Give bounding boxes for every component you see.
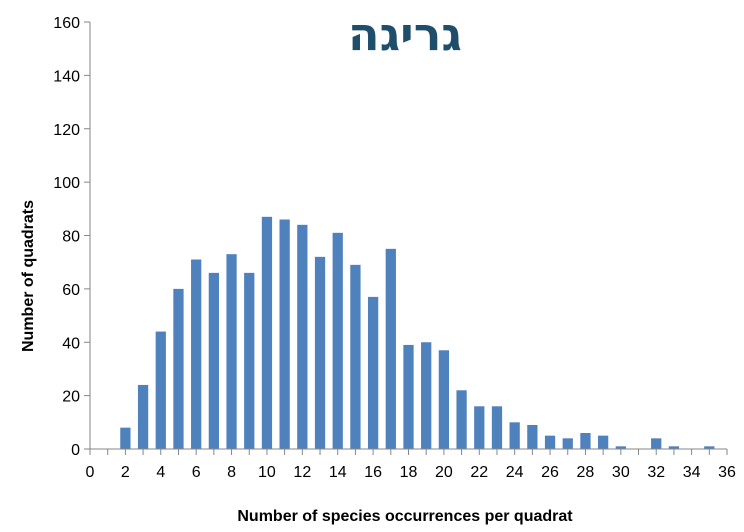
bar-12 [297,224,308,449]
bar-35 [704,446,715,449]
x-tick-label: 32 [647,464,665,481]
bar-17 [385,248,396,449]
bar-28 [580,432,591,449]
bar-15 [350,264,361,449]
bar-16 [367,296,379,449]
x-tick-label: 24 [506,464,524,481]
bars-group [120,216,715,450]
bar-24 [509,422,520,449]
bar-3 [137,384,149,449]
bar-19 [421,342,432,449]
x-tick-label: 36 [718,464,736,481]
x-tick-label: 28 [577,464,595,481]
bar-11 [279,219,290,449]
bar-5 [173,288,184,450]
y-tick-label: 60 [62,282,80,299]
bar-18 [403,344,414,449]
bar-30 [615,446,626,449]
x-tick-label: 26 [541,464,559,481]
x-tick-label: 20 [435,464,453,481]
x-ticks-group: 0 2 4 6 8 10 12 14 16 18 20 22 24 26 28 30 32 34 36 [86,449,736,481]
x-tick-label: 14 [329,464,347,481]
y-tick-label: 140 [53,68,80,85]
y-tick-label: 100 [53,175,80,192]
x-tick-label: 34 [683,464,701,481]
bar-20 [438,350,450,449]
y-ticks-group: 0 20 40 60 80 100 120 140 160 [53,15,90,459]
x-tick-label: 16 [364,464,382,481]
bar-26 [544,435,556,449]
y-tick-label: 120 [53,122,80,139]
bar-14 [332,232,343,449]
x-tick-label: 18 [400,464,418,481]
bar-8 [226,254,237,449]
x-tick-label: 8 [227,464,236,481]
bar-4 [155,331,166,449]
x-tick-label: 22 [470,464,488,481]
x-tick-label: 2 [121,464,130,481]
bar-33 [668,446,680,449]
bar-29 [598,435,609,449]
bar-25 [527,424,538,449]
y-axis-title: Number of quadrats [20,200,37,352]
x-tick-label: 10 [258,464,276,481]
bar-32 [651,438,662,449]
bar-2 [120,427,131,449]
bar-6 [191,259,202,449]
bar-22 [474,406,485,449]
x-tick-label: 0 [86,464,95,481]
y-tick-label: 80 [62,229,80,246]
x-tick-label: 30 [612,464,630,481]
x-axis-title: Number of species occurrences per quadra… [237,508,573,525]
x-tick-label: 6 [192,464,201,481]
bar-9 [244,272,255,449]
bar-23 [491,406,503,449]
x-tick-label: 4 [156,464,165,481]
x-tick-label: 12 [293,464,311,481]
bar-10 [261,216,273,449]
bar-13 [314,256,326,449]
y-tick-label: 0 [71,442,80,459]
chart-title: גריגה [348,7,462,61]
bar-7 [208,272,219,449]
y-tick-label: 20 [62,389,80,406]
bar-27 [562,438,573,449]
y-tick-label: 40 [62,335,80,352]
bar-21 [456,390,467,449]
y-tick-label: 160 [53,15,80,32]
